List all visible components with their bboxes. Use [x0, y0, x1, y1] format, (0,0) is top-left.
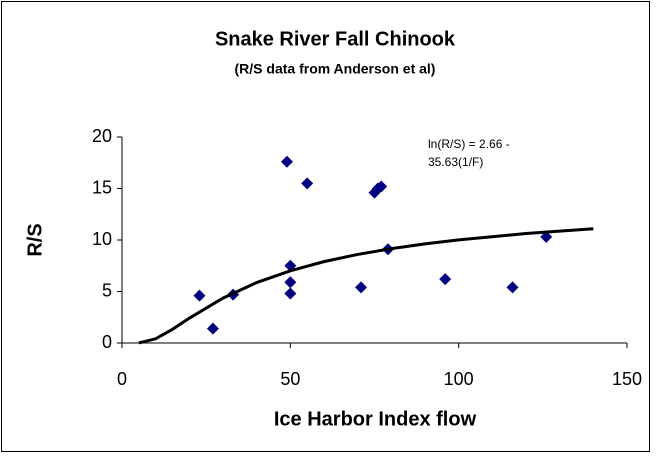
chart-subtitle: (R/S data from Anderson et al)	[235, 61, 436, 77]
annotation: 35.63(1/F)	[428, 155, 483, 169]
data-point	[206, 322, 219, 335]
y-axis-label: R/S	[24, 223, 46, 256]
x-tick-label: 50	[280, 369, 300, 389]
chart-title: Snake River Fall Chinook	[215, 28, 456, 50]
annotation: ln(R/S) = 2.66 -	[428, 137, 510, 151]
data-point	[301, 177, 314, 190]
y-tick-label: 0	[102, 332, 112, 352]
x-tick-label: 100	[444, 369, 474, 389]
data-point	[284, 276, 297, 289]
data-point	[193, 289, 206, 302]
data-point	[375, 180, 388, 193]
y-tick-label: 20	[92, 126, 112, 146]
data-point	[506, 281, 519, 294]
y-tick-label: 15	[92, 177, 112, 197]
data-point	[284, 287, 297, 300]
x-axis-label: Ice Harbor Index flow	[274, 408, 477, 430]
chart-border	[1, 1, 650, 452]
y-tick-label: 10	[92, 229, 112, 249]
data-point	[439, 273, 452, 286]
x-tick-label: 150	[612, 369, 642, 389]
x-tick-label: 0	[117, 369, 127, 389]
data-point	[280, 155, 293, 168]
fit-curve	[138, 227, 594, 345]
y-tick-label: 5	[102, 280, 112, 300]
data-point	[540, 230, 553, 243]
data-point	[355, 281, 368, 294]
